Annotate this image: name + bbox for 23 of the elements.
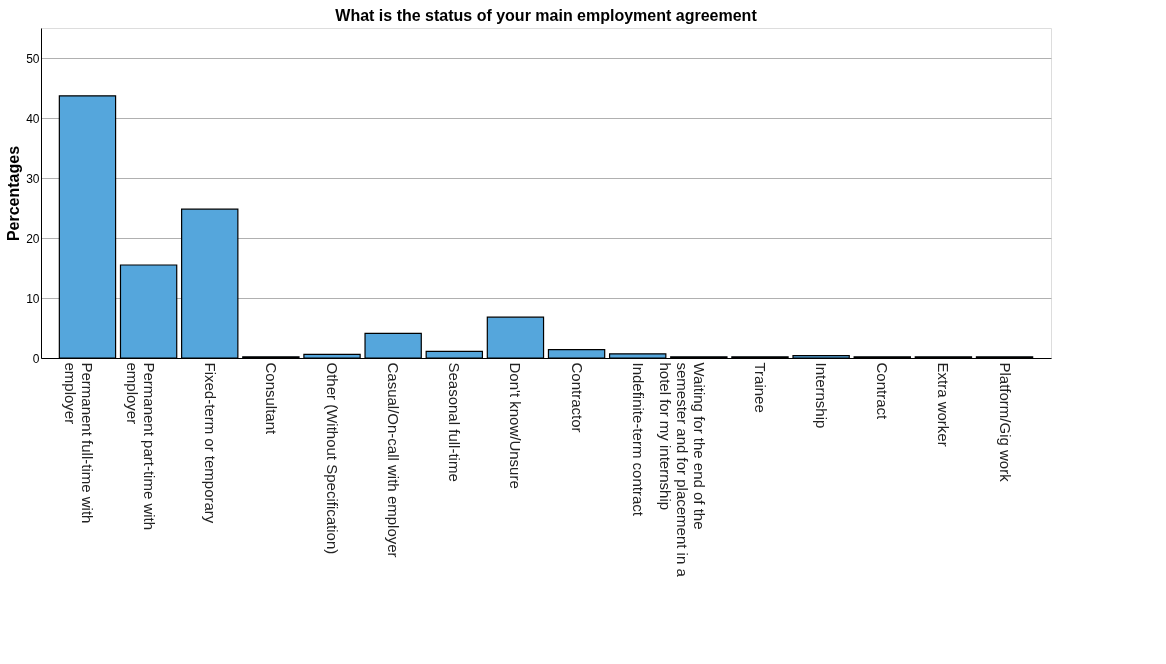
y-tick-label: 40 [26,111,40,126]
x-tick-label: Permanent full-time with employer [62,362,97,524]
x-tick-label: Indefinite-term contract [629,362,647,517]
x-tick-label: Seasonal full-time [446,362,464,482]
x-tick-label: Waiting for the end of the semester and for placement in a hotel for my internship [656,362,708,578]
y-tick-label: 10 [26,291,40,306]
x-tick-label: Trainee [751,362,769,413]
y-tick-label: 20 [26,231,40,246]
y-tick-label: 0 [32,351,40,366]
x-tick-label: Casual/On-call with employer [385,362,403,558]
x-tick-label: Fixed-term or temporary [201,362,219,524]
x-tick-label: Don't know/Unsure [507,362,525,489]
x-tick-label: Contract [874,362,892,421]
y-tick-label: 30 [26,171,40,186]
x-tick-label: Other (Without Specification) [324,362,342,555]
x-tick-label: Consultant [262,362,280,436]
x-tick-label: Platform/Gig work [996,362,1014,483]
x-tick-label: Extra worker [935,362,953,447]
y-axis-title: Percentages [5,145,23,242]
x-tick-label: Internship [813,362,831,429]
x-tick-label: Contractor [568,362,586,433]
chart-title: What is the status of your main employment agreement [335,7,758,24]
y-tick-label: 50 [26,51,40,66]
